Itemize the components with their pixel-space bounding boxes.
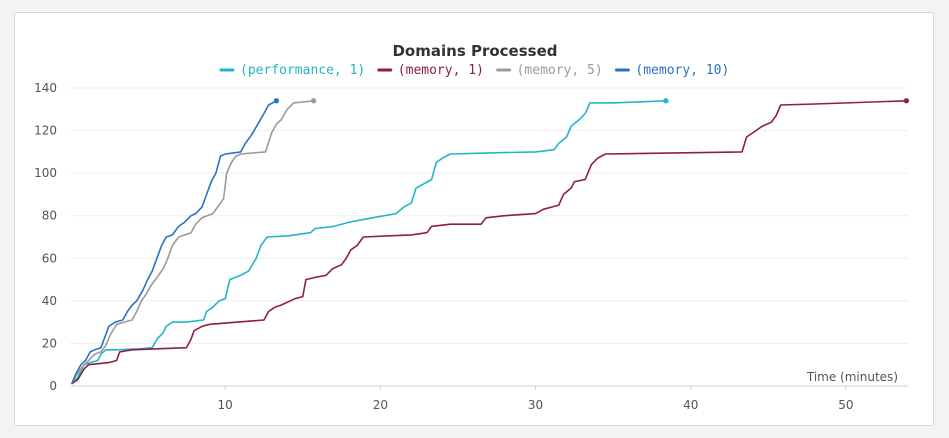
- legend-item-0[interactable]: (performance, 1): [219, 63, 365, 78]
- legend: (performance, 1) (memory, 1) (memory, 5) (m…: [219, 63, 729, 78]
- series-line-0: [71, 100, 666, 385]
- y-tick-label: 0: [49, 379, 57, 393]
- series-line-2: [70, 100, 314, 385]
- legend-label: (memory, 10): [635, 63, 729, 78]
- legend-item-1[interactable]: (memory, 1): [377, 63, 484, 78]
- series-end-point-1: [903, 98, 910, 104]
- series-layer: [70, 98, 910, 385]
- series-end-point-2: [311, 98, 317, 104]
- chart-title: Domains Processed: [392, 42, 557, 60]
- x-tick-label: 10: [218, 398, 233, 412]
- y-tick-label: 40: [42, 294, 57, 308]
- x-tick-label: 40: [683, 398, 698, 412]
- x-axis-label: Time (minutes): [806, 370, 898, 384]
- gridlines: [70, 87, 908, 344]
- chart-svg: 0 20 40 60 80 100 120 140 10 20 30 40 50 Domains Pro…: [34, 42, 910, 412]
- y-tick-label: 60: [42, 251, 57, 265]
- y-tick-label: 80: [42, 209, 57, 223]
- x-tick-label: 20: [373, 398, 388, 412]
- x-tick-label: 50: [838, 398, 853, 412]
- legend-item-3[interactable]: (memory, 10): [614, 63, 729, 78]
- x-tick-label: 30: [528, 398, 543, 412]
- legend-label: (memory, 1): [398, 63, 484, 78]
- legend-item-2[interactable]: (memory, 5): [496, 63, 603, 78]
- legend-label: (performance, 1): [240, 63, 365, 78]
- y-tick-label: 100: [34, 166, 57, 180]
- series-end-point-3: [273, 98, 279, 104]
- chart-panel: 0 20 40 60 80 100 120 140 10 20 30 40 50 Domains Pro…: [14, 12, 934, 426]
- y-tick-label: 20: [42, 336, 57, 350]
- series-end-point-0: [663, 98, 669, 104]
- y-tick-label: 120: [34, 124, 57, 138]
- axes: 0 20 40 60 80 100 120 140 10 20 30 40 50: [34, 81, 908, 412]
- series-line-3: [70, 100, 277, 385]
- legend-label: (memory, 5): [517, 63, 603, 78]
- y-tick-label: 140: [34, 81, 57, 95]
- series-line-1: [71, 100, 907, 385]
